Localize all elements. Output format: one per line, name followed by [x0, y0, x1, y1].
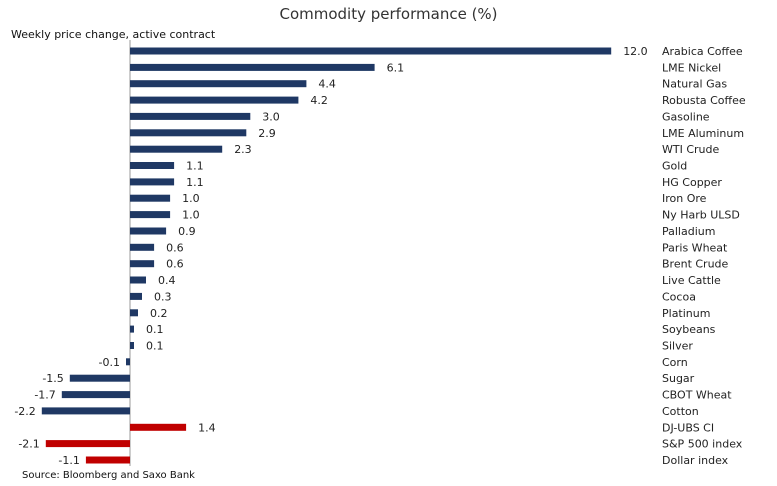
category-label: Soybeans: [662, 323, 716, 336]
category-label: LME Aluminum: [662, 127, 744, 140]
chart-source: Source: Bloomberg and Saxo Bank: [22, 470, 195, 481]
category-label: Sugar: [662, 372, 695, 385]
value-label: 2.3: [234, 143, 252, 156]
chart-subtitle: Weekly price change, active contract: [11, 28, 216, 41]
category-label: Platinum: [662, 307, 710, 320]
value-label: 0.6: [166, 241, 184, 254]
bar-iron-ore: [130, 194, 171, 202]
category-label: Cocoa: [662, 290, 696, 303]
bar-paris-wheat: [130, 243, 155, 251]
value-label: 1.1: [186, 160, 204, 173]
category-label: Arabica Coffee: [662, 45, 743, 58]
bar-lme-aluminum: [130, 129, 247, 137]
value-label: 1.1: [186, 176, 204, 189]
category-label: Dollar index: [662, 454, 729, 467]
category-label: Corn: [662, 356, 688, 369]
value-label: 1.4: [198, 421, 216, 434]
bar-lme-nickel: [130, 63, 375, 71]
category-label: Palladium: [662, 225, 715, 238]
value-label: 0.9: [178, 225, 196, 238]
category-label: Ny Harb ULSD: [662, 209, 740, 222]
bar-robusta-coffee: [130, 96, 299, 104]
bar-cbot-wheat: [61, 391, 130, 399]
bar-palladium: [130, 227, 167, 235]
bar-sugar: [69, 374, 130, 382]
bar-dj-ubs-ci: [130, 423, 187, 431]
category-label: HG Copper: [662, 176, 722, 189]
value-label: 0.6: [166, 258, 184, 271]
bar-corn: [126, 358, 130, 366]
category-label: CBOT Wheat: [662, 389, 732, 402]
category-label: S&P 500 index: [662, 438, 743, 451]
value-label: 0.1: [146, 340, 164, 353]
category-label: Paris Wheat: [662, 241, 728, 254]
bar-hg-copper: [130, 178, 175, 186]
value-label: 4.4: [318, 78, 336, 91]
bar-brent-crude: [130, 260, 155, 268]
bar-cotton: [41, 407, 130, 415]
value-label: -1.5: [42, 372, 63, 385]
value-label: -0.1: [99, 356, 120, 369]
bar-gasoline: [130, 112, 251, 120]
chart-title: Commodity performance (%): [279, 5, 498, 23]
bar-dollar-index: [85, 456, 130, 464]
category-label: Brent Crude: [662, 258, 729, 271]
bar-live-cattle: [130, 276, 146, 284]
value-label: 12.0: [623, 45, 648, 58]
bar-silver: [130, 342, 134, 349]
bar-platinum: [130, 309, 138, 317]
value-label: 0.1: [146, 323, 164, 336]
category-label: Cotton: [662, 405, 699, 418]
value-label: 1.0: [182, 209, 200, 222]
value-label: -1.1: [58, 454, 79, 467]
value-label: 0.3: [154, 290, 172, 303]
value-label: -2.2: [14, 405, 35, 418]
bar-cocoa: [130, 292, 142, 300]
value-label: 6.1: [387, 61, 405, 74]
category-label: Natural Gas: [662, 78, 727, 91]
category-label: Gold: [662, 160, 687, 173]
value-label: 1.0: [182, 192, 200, 205]
bar-soybeans: [130, 325, 134, 333]
value-label: -2.1: [18, 438, 39, 451]
category-label: WTI Crude: [662, 143, 719, 156]
category-label: DJ-UBS CI: [662, 421, 714, 434]
category-label: Robusta Coffee: [662, 94, 746, 107]
value-label: 4.2: [310, 94, 328, 107]
category-label: Silver: [662, 340, 693, 353]
category-label: Iron Ore: [662, 192, 707, 205]
bar-s-p-500-index: [45, 440, 130, 448]
category-label: Gasoline: [662, 110, 710, 123]
value-label: 0.2: [150, 307, 168, 320]
bar-wti-crude: [130, 145, 223, 153]
bar-arabica-coffee: [130, 47, 612, 55]
value-label: 2.9: [258, 127, 276, 140]
value-label: -1.7: [34, 389, 55, 402]
bar-ny-harb-ulsd: [130, 211, 171, 219]
bar-gold: [130, 162, 175, 169]
category-label: Live Cattle: [662, 274, 721, 287]
category-label: LME Nickel: [662, 61, 721, 74]
value-label: 0.4: [158, 274, 176, 287]
value-label: 3.0: [262, 110, 280, 123]
bar-natural-gas: [130, 80, 307, 88]
